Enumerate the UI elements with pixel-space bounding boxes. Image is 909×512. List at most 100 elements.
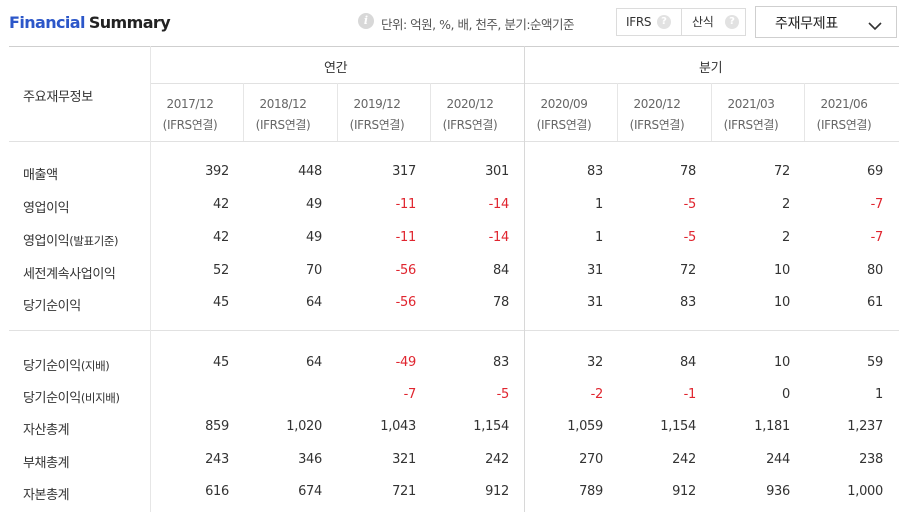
table-cell: -5 xyxy=(496,387,510,402)
column-basis: (IFRS연결) xyxy=(442,118,498,132)
summary-header: Financial Summary i 단위: 억원, %, 배, 천주, 분기:… xyxy=(0,0,909,46)
table-cell: 83 xyxy=(493,355,509,370)
column-header: 2020/12 (IFRS연결) xyxy=(425,94,515,136)
column-border xyxy=(337,83,338,141)
table-cell: 1 xyxy=(595,197,603,212)
table-cell: 52 xyxy=(213,263,229,278)
column-basis: (IFRS연결) xyxy=(162,118,218,132)
table-cell: 49 xyxy=(306,230,322,245)
table-cell: 70 xyxy=(306,263,322,278)
row-label: 당기순이익(지배) xyxy=(23,355,110,374)
table-cell: 83 xyxy=(587,164,603,179)
table-cell: 242 xyxy=(672,452,696,467)
row-label-text: 부채총계 xyxy=(23,456,70,471)
group-header-annual: 연간 xyxy=(324,61,348,76)
row-label-qualifier: (발표기준) xyxy=(69,234,119,248)
ifrs-option[interactable]: IFRS xyxy=(626,15,652,29)
row-label: 부채총계 xyxy=(23,452,70,471)
table-cell: 616 xyxy=(205,484,229,499)
group-header-quarterly: 분기 xyxy=(699,61,723,76)
row-label: 세전계속사업이익 xyxy=(23,263,116,282)
row-label-text: 영업이익 xyxy=(23,201,70,216)
table-cell: 270 xyxy=(579,452,603,467)
column-border xyxy=(617,83,618,141)
table-cell: 238 xyxy=(859,452,883,467)
table-cell: 10 xyxy=(774,295,790,310)
table-cell: -56 xyxy=(395,295,417,310)
table-cell: 59 xyxy=(867,355,883,370)
table-cell: 69 xyxy=(867,164,883,179)
column-period: 2020/12 xyxy=(633,97,681,111)
section-title: Financial Summary xyxy=(9,13,171,32)
table-cell: 859 xyxy=(205,419,229,434)
row-label: 당기순이익 xyxy=(23,295,81,314)
table-cell: 78 xyxy=(493,295,509,310)
statement-select-value: 주재무제표 xyxy=(775,16,838,32)
table-cell: 244 xyxy=(766,452,790,467)
label-column-border xyxy=(150,46,151,512)
column-header: 2018/12 (IFRS연결) xyxy=(238,94,328,136)
table-cell: 1,020 xyxy=(286,419,322,434)
column-header: 2017/12 (IFRS연결) xyxy=(145,94,235,136)
help-icon[interactable]: ? xyxy=(725,15,739,29)
row-label: 매출액 xyxy=(23,164,58,183)
table-cell: 321 xyxy=(392,452,416,467)
table-cell: 32 xyxy=(587,355,603,370)
column-header: 2019/12 (IFRS연결) xyxy=(332,94,422,136)
table-cell: 83 xyxy=(680,295,696,310)
column-border xyxy=(243,83,244,141)
table-cell: 72 xyxy=(680,263,696,278)
row-label-text: 자본총계 xyxy=(23,488,70,503)
info-icon[interactable]: i xyxy=(358,13,374,29)
table-cell: 1 xyxy=(595,230,603,245)
table-cell: 1,043 xyxy=(380,419,416,434)
table-cell: 1,059 xyxy=(567,419,603,434)
column-basis: (IFRS연결) xyxy=(723,118,779,132)
table-cell: 0 xyxy=(782,387,790,402)
table-cell: 45 xyxy=(213,355,229,370)
table-cell: 61 xyxy=(867,295,883,310)
table-cell: 1,154 xyxy=(660,419,696,434)
table-cell: -7 xyxy=(870,197,884,212)
section-divider xyxy=(9,330,899,331)
table-cell: 317 xyxy=(392,164,416,179)
table-cell: 1,000 xyxy=(847,484,883,499)
table-cell: 301 xyxy=(485,164,509,179)
column-basis: (IFRS연결) xyxy=(816,118,872,132)
column-period: 2020/12 xyxy=(446,97,494,111)
column-period: 2018/12 xyxy=(259,97,307,111)
table-cell: -14 xyxy=(488,230,510,245)
column-basis: (IFRS연결) xyxy=(536,118,592,132)
table-cell: -11 xyxy=(395,197,417,212)
table-cell: 31 xyxy=(587,263,603,278)
table-cell: -7 xyxy=(403,387,417,402)
column-header: 2020/12 (IFRS연결) xyxy=(612,94,702,136)
table-cell: 912 xyxy=(672,484,696,499)
table-cell: 1 xyxy=(875,387,883,402)
table-cell: 912 xyxy=(485,484,509,499)
corner-label: 주요재무정보 xyxy=(23,90,93,105)
column-border xyxy=(430,83,431,141)
table-cell: -11 xyxy=(395,230,417,245)
row-label-text: 자산총계 xyxy=(23,423,70,438)
statement-select[interactable]: 주재무제표 xyxy=(755,6,897,38)
column-period: 2017/12 xyxy=(166,97,214,111)
table-cell: 1,237 xyxy=(847,419,883,434)
row-label: 자본총계 xyxy=(23,484,70,503)
column-period: 2019/12 xyxy=(353,97,401,111)
unit-text: 단위: 억원, %, 배, 천주, 분기:순액기준 xyxy=(381,17,575,32)
table-cell: 64 xyxy=(306,295,322,310)
formula-option[interactable]: 산식 xyxy=(692,15,714,29)
table-cell: -56 xyxy=(395,263,417,278)
table-cell: 2 xyxy=(782,230,790,245)
table-cell: -1 xyxy=(683,387,697,402)
table-cell: 84 xyxy=(493,263,509,278)
help-icon[interactable]: ? xyxy=(657,15,671,29)
column-border xyxy=(804,83,805,141)
header-bottom-border xyxy=(9,141,899,142)
table-cell: 936 xyxy=(766,484,790,499)
table-cell: 674 xyxy=(298,484,322,499)
row-label: 자산총계 xyxy=(23,419,70,438)
row-label-text: 당기순이익 xyxy=(23,299,81,314)
table-cell: 45 xyxy=(213,295,229,310)
